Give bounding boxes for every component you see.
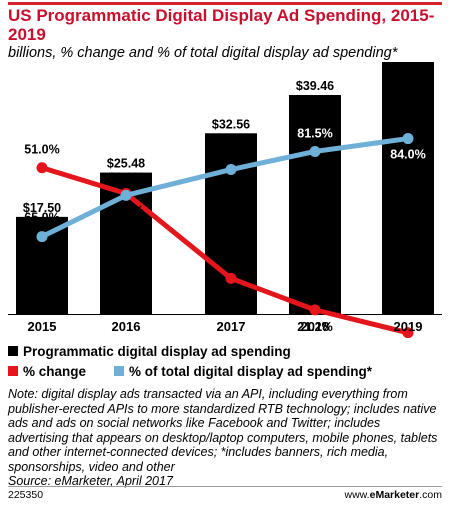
legend-label-change: % change [23,363,87,379]
share-point-2019 [402,133,414,145]
legend-swatch-bar [8,346,18,356]
top-rule [8,2,442,5]
legend-label-bar: Programmatic digital display ad spending [23,343,291,359]
change-point-2019 [402,327,414,338]
bar-2019 [382,62,434,314]
share-label-2015: 65.0% [24,211,59,225]
site-suffix: .com [419,489,442,501]
chart-plot: $17.50$25.48$32.56$39.46$45.9451.0%45.6%… [8,62,442,338]
share-label-2017: 78.0% [213,145,248,159]
change-label-2017: 27.8% [213,288,248,302]
share-label-2016: 73.0% [108,170,143,184]
bar-label-2015: $17.50 [23,201,61,215]
share-point-2018 [309,145,321,157]
bar-label-2018: $39.46 [296,79,334,93]
legend-item-share: % of total digital display ad spending* [114,364,372,379]
share-label-2018: 81.5% [297,126,332,140]
legend-swatch-share [114,366,125,376]
change-point-2018 [309,304,321,316]
bar-label-2016: $25.48 [107,157,145,171]
share-point-2015 [36,231,48,243]
change-point-2015 [36,162,48,174]
x-tick-label-2016: 2016 [112,319,141,334]
change-label-2015: 51.0% [24,143,59,157]
source-text: Source: eMarketer, April 2017 [8,474,173,488]
site-brand: eMarketer [369,489,420,501]
share-point-2016 [120,189,132,201]
change-label-2016: 45.6% [108,203,143,217]
legend-label-share: % of total digital display ad spending* [129,363,373,379]
share-label-2019: 84.0% [390,148,425,162]
note-block: Note: digital display ads transacted via… [8,387,444,489]
legend-swatch-change [8,366,18,376]
note-text: Note: digital display ads transacted via… [8,387,438,474]
bar-2018 [289,94,341,314]
chart-title: US Programmatic Digital Display Ad Spend… [8,6,435,44]
legend: Programmatic digital display ad spending… [8,341,442,381]
bar-label-2017: $32.56 [212,117,250,131]
x-tick-label-2019: 2019 [394,319,423,334]
x-tick-label-2018: 2018 [301,319,330,334]
change-point-2017 [225,272,237,284]
footer-rule [8,486,442,487]
legend-item-change: % change [8,364,86,379]
site-prefix: www. [344,489,370,501]
site-url: www.eMarketer.com [345,489,442,501]
legend-item-bar: Programmatic digital display ad spending [8,341,442,361]
share-point-2017 [225,164,237,176]
x-tick-label-2015: 2015 [28,319,57,334]
change-label-2018: 21.2% [297,320,332,334]
x-tick-label-2017: 2017 [217,319,246,334]
chart-subtitle: billions, % change and % of total digita… [8,45,398,61]
chart-id: 225350 [8,489,44,501]
